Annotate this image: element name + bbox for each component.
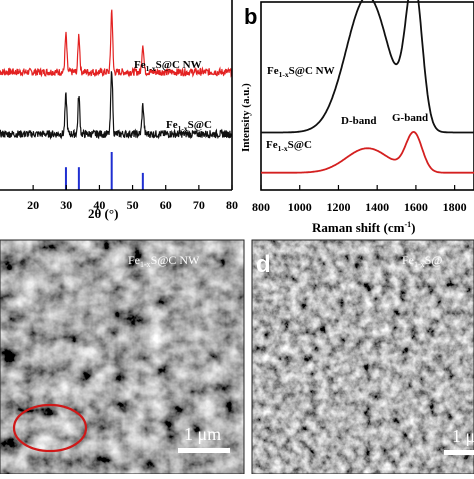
xrd-label-bulk: Fe1-xS@C <box>166 119 212 133</box>
sem-image-d <box>252 240 474 474</box>
xrd-x-axis-title: 2θ (°) <box>88 206 118 221</box>
raman-x-tick-label: 1000 <box>288 200 312 214</box>
xrd-x-tick-label: 60 <box>160 198 172 212</box>
xrd-x-ticks: 20 30 40 50 60 70 80 <box>27 185 238 212</box>
raman-line-bulk <box>261 130 474 174</box>
scale-bar-c <box>178 448 230 453</box>
scale-bar-d <box>444 450 474 455</box>
xrd-x-tick-label: 70 <box>193 198 205 212</box>
raman-plot-area <box>261 0 474 174</box>
highlight-ellipse <box>12 403 88 453</box>
panel-d: d Fe1-xS@ 1 μ <box>251 239 474 475</box>
panel-c: Fe1-xS@C NW 1 μm <box>0 239 245 475</box>
raman-d-band-label: D-band <box>341 115 376 127</box>
raman-x-ticks: 800 1000 1200 1400 1600 1800 <box>252 185 467 214</box>
xrd-x-tick-label: 30 <box>60 198 72 212</box>
panel-letter-b: b <box>244 4 257 29</box>
xrd-plot-area <box>0 9 233 190</box>
scale-bar-label-d: 1 μ <box>452 426 474 446</box>
xrd-line-nw <box>0 9 233 78</box>
xrd-label-nw: Fe1-xS@C NW <box>134 59 202 73</box>
sem-image-c <box>0 240 244 474</box>
raman-x-tick-label: 1600 <box>404 200 428 214</box>
raman-x-tick-label: 1800 <box>443 200 467 214</box>
raman-x-tick-label: 800 <box>252 200 270 214</box>
sem-label-c: Fe1-xS@C NW <box>128 253 200 269</box>
xrd-x-tick-label: 80 <box>226 198 238 212</box>
raman-y-axis-title: Intensity (a.u.) <box>240 83 252 152</box>
panel-a: 20 30 40 50 60 70 80 Fe1-xS@C NW Fe1-xS@C 2θ (… <box>0 0 238 221</box>
xrd-x-tick-label: 50 <box>127 198 139 212</box>
xrd-x-tick-label: 40 <box>93 198 105 212</box>
panel-letter-d: d <box>256 251 271 278</box>
sem-label-d: Fe1-xS@ <box>402 253 442 269</box>
panel-b: b 800 1000 1200 1400 1600 1800 Intensity (a.u… <box>240 0 474 235</box>
xrd-x-tick-label: 20 <box>27 198 39 212</box>
raman-frame <box>260 1 474 191</box>
raman-x-tick-label: 1400 <box>365 200 389 214</box>
raman-label-bulk: Fe1-xS@C <box>266 139 312 153</box>
raman-label-nw: Fe1-xS@C NW <box>267 65 335 79</box>
raman-line-nw <box>261 0 474 134</box>
raman-x-tick-label: 1200 <box>326 200 350 214</box>
raman-g-band-label: G-band <box>392 112 428 124</box>
xrd-line-bulk <box>0 71 233 140</box>
scale-bar-label-c: 1 μm <box>184 424 221 444</box>
raman-x-axis-title: Raman shift (cm-1) <box>312 220 415 235</box>
